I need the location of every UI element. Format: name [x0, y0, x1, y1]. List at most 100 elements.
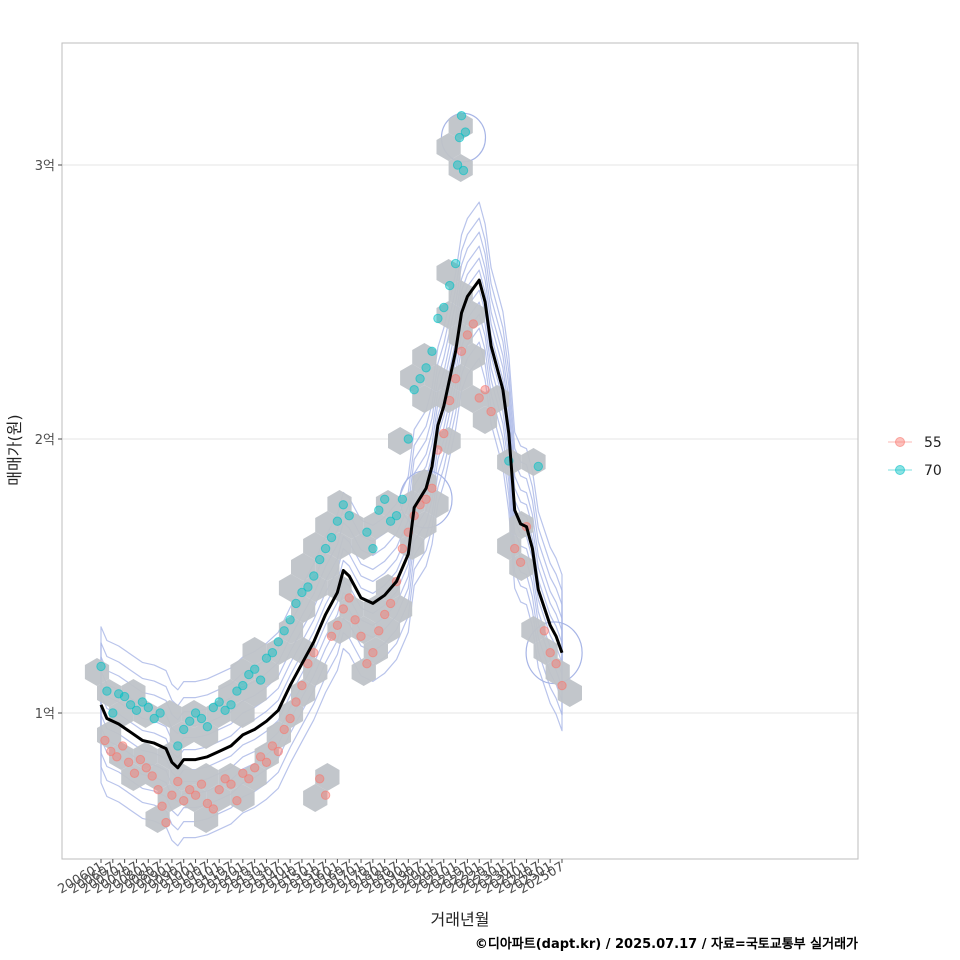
data-point-70 [303, 582, 313, 592]
y-tick-label: 3억 [35, 159, 55, 174]
y-axis: 1억 2억 3억 [35, 159, 62, 722]
hex-bin [400, 364, 425, 392]
data-point-70 [450, 258, 461, 269]
hex-bin [206, 700, 231, 728]
hex-bin [291, 595, 316, 623]
data-point-70 [458, 165, 469, 176]
data-point-55 [427, 483, 437, 493]
data-point-70 [397, 494, 408, 504]
data-point-70 [385, 516, 396, 526]
data-point-70 [279, 626, 289, 636]
data-point-70 [456, 111, 467, 121]
data-point-70 [261, 653, 272, 663]
hex-bin [291, 679, 316, 707]
data-point-55 [238, 768, 248, 778]
data-point-55 [297, 680, 307, 691]
data-point-70 [226, 700, 236, 710]
data-point-55 [462, 330, 473, 340]
data-point-70 [267, 648, 278, 658]
data-point-70 [137, 697, 148, 707]
data-point-70 [185, 716, 195, 726]
hex-bin [242, 679, 267, 707]
data-point-55 [385, 598, 396, 609]
hex-bin [97, 679, 122, 707]
hex-bin [472, 406, 498, 434]
data-point-55 [356, 631, 366, 641]
data-point-70 [309, 571, 319, 581]
data-point-55 [261, 757, 272, 767]
hex-bin [291, 637, 316, 665]
x-axis-label: 거래년월 [431, 910, 490, 929]
hex-bin [218, 763, 243, 791]
data-point-55 [273, 746, 283, 757]
hexbin-layer [84, 112, 582, 833]
legend-key [895, 465, 905, 475]
hex-bin [400, 532, 425, 560]
data-point-70 [220, 705, 230, 715]
data-point-55 [179, 796, 189, 806]
hex-bin [266, 637, 291, 665]
data-point-70 [338, 500, 348, 510]
data-point-55 [244, 774, 254, 784]
data-point-70 [445, 280, 455, 291]
data-point-55 [190, 790, 201, 800]
data-point-55 [100, 735, 110, 746]
hex-bin [157, 784, 182, 812]
data-point-70 [202, 722, 213, 732]
hex-bin [194, 721, 219, 749]
data-point-70 [380, 494, 390, 504]
data-point-55 [545, 648, 555, 658]
data-point-55 [320, 790, 331, 800]
data-point-55 [557, 680, 567, 691]
data-point-55 [220, 774, 230, 784]
data-point-55 [214, 785, 224, 795]
hex-bin [97, 721, 122, 749]
hex-bin [448, 364, 473, 392]
data-point-70 [344, 511, 354, 521]
hex-bin [242, 763, 267, 791]
data-point-70 [297, 587, 307, 598]
hex-bin [278, 616, 304, 644]
hex-bin [303, 532, 328, 560]
data-point-55 [129, 768, 140, 778]
data-point-70 [190, 708, 201, 718]
hex-bin [375, 490, 401, 518]
data-point-55 [153, 785, 163, 795]
data-point-70 [238, 680, 248, 691]
y-tick-label: 1억 [35, 707, 55, 722]
hex-bin [521, 616, 546, 644]
hex-bin [460, 343, 485, 371]
data-point-70 [96, 661, 106, 672]
data-point-55 [118, 741, 128, 751]
data-point-55 [439, 428, 449, 439]
data-point-70 [291, 598, 301, 609]
data-point-55 [515, 557, 526, 567]
y-tick-label: 2억 [35, 433, 55, 448]
data-point-55 [185, 785, 195, 795]
data-point-70 [439, 302, 449, 313]
hex-bin [181, 700, 207, 728]
data-point-70 [102, 686, 112, 696]
x-axis: 2006012006072007012007072008012008072009… [56, 859, 567, 897]
legend-key [895, 437, 905, 447]
data-point-55 [309, 648, 319, 658]
data-point-55 [157, 801, 167, 811]
data-point-55 [250, 763, 260, 773]
hex-bin [218, 679, 243, 707]
hex-bin [181, 784, 207, 812]
data-point-70 [433, 313, 443, 324]
data-point-55 [474, 393, 484, 403]
hex-bin [278, 574, 304, 602]
data-point-55 [344, 593, 354, 603]
data-point-55 [397, 543, 408, 554]
hex-bin [521, 448, 546, 476]
data-point-55 [374, 626, 384, 636]
data-point-70 [108, 708, 118, 718]
hex-bin [533, 637, 558, 665]
hex-bin [303, 658, 328, 686]
data-point-70 [208, 702, 219, 713]
hex-bin [448, 112, 473, 140]
hex-bin [315, 553, 340, 581]
data-point-70 [119, 691, 130, 702]
data-point-55 [106, 746, 116, 757]
